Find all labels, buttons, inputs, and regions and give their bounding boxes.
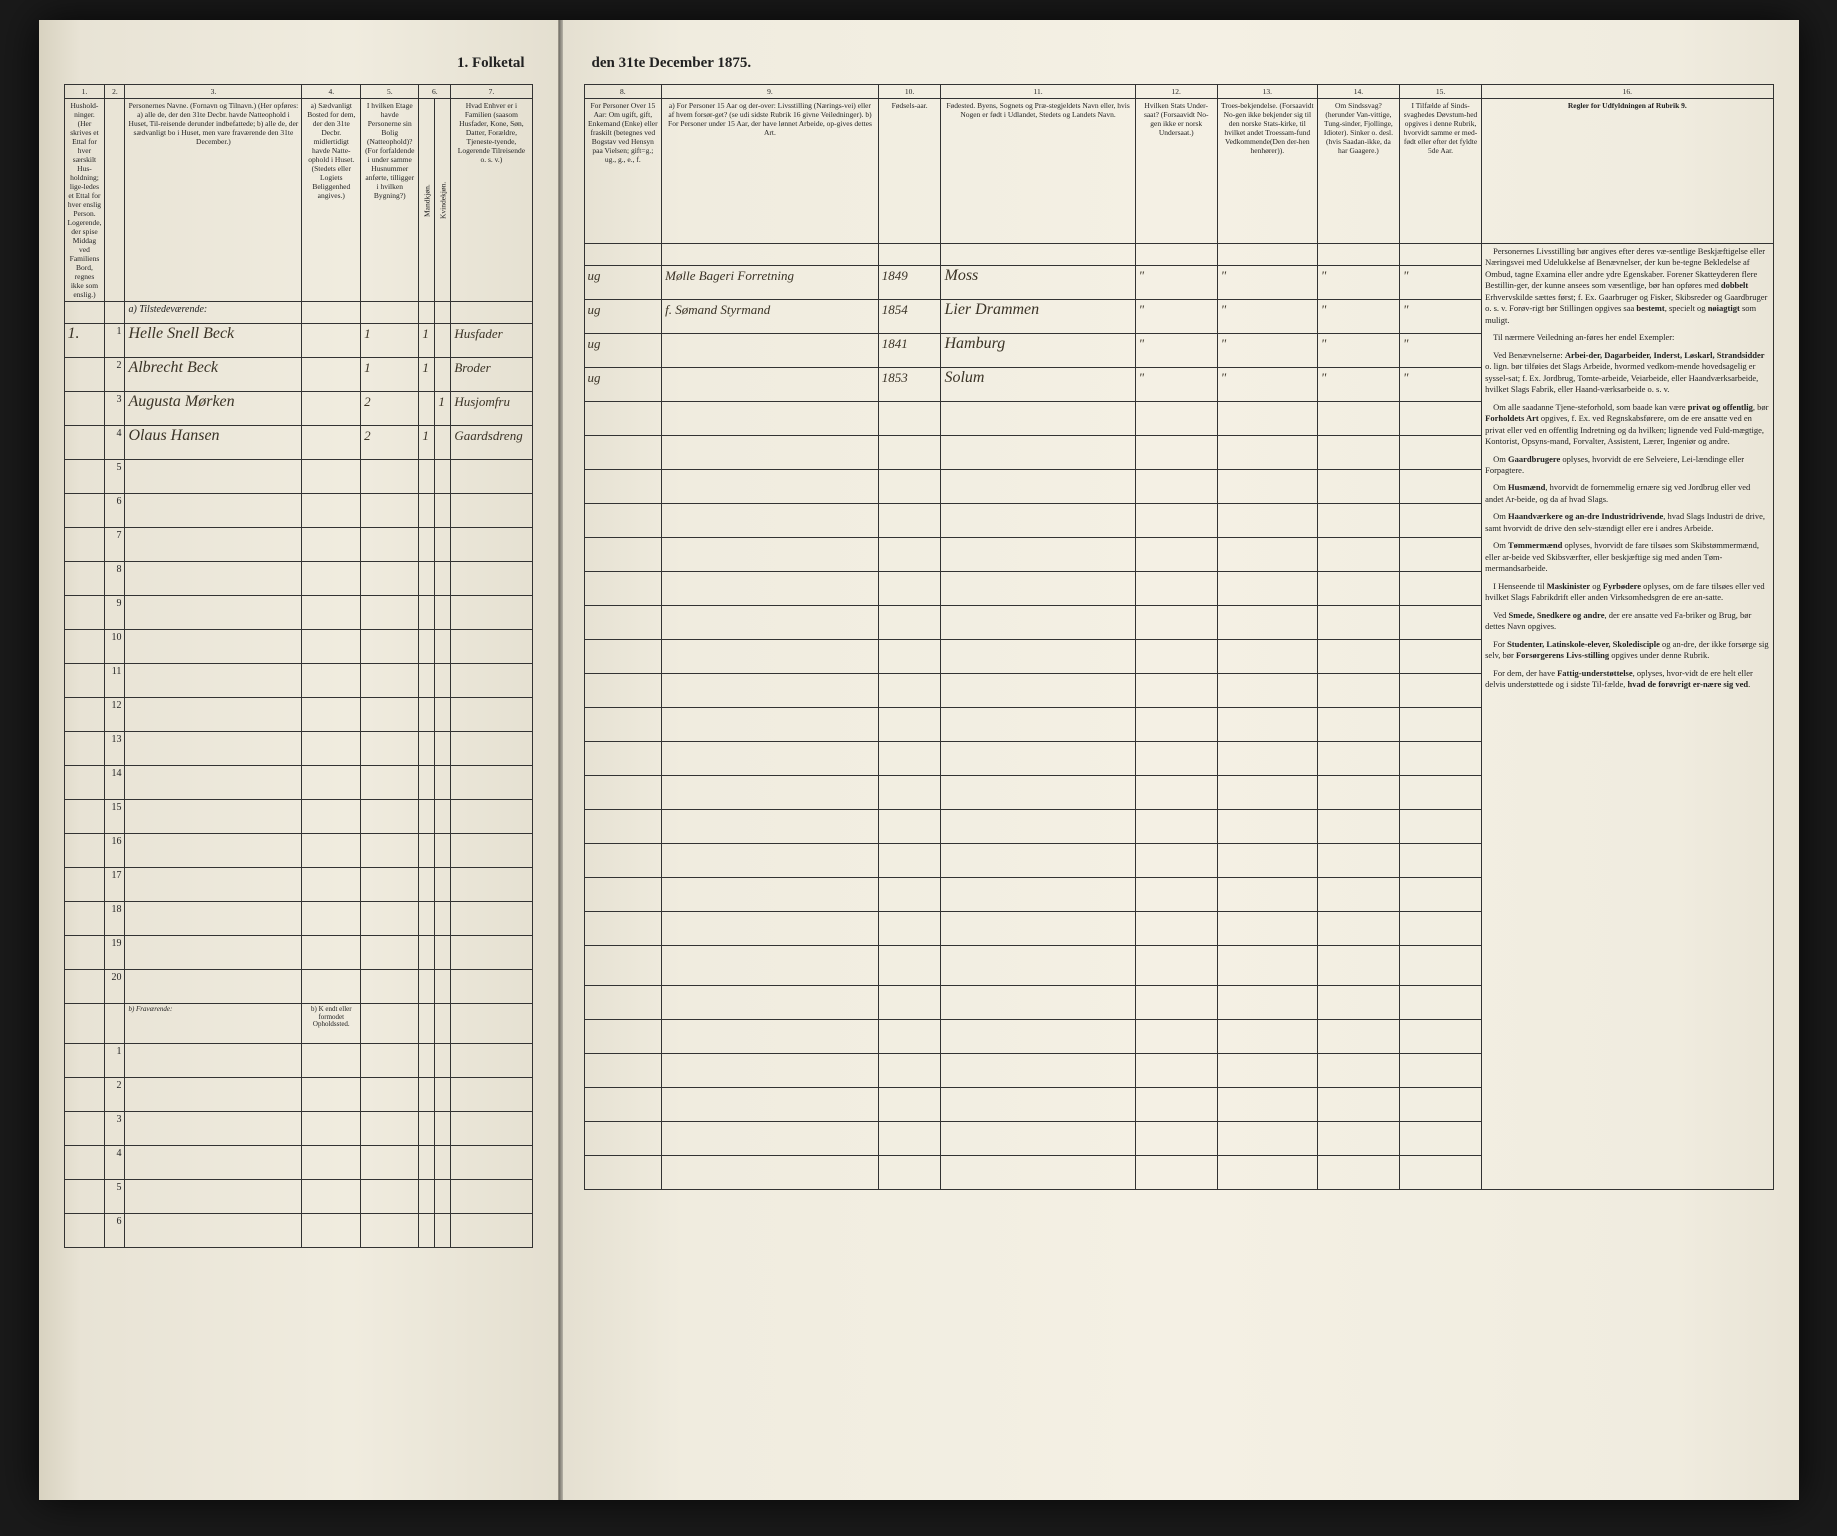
col-num-1: 1. <box>64 85 105 99</box>
cell-role: Husfader <box>451 324 532 358</box>
blank-row: 8 <box>64 562 532 596</box>
blank-row-b: 6 <box>64 1214 532 1248</box>
header-row-left: Hushold-ninger. (Her skrives et Ettal fo… <box>64 99 532 302</box>
ledger-table-left: 1. 2. 3. 4. 5. 6. 7. Hushold-ninger. (He… <box>64 84 533 1248</box>
blank-row: 6 <box>64 494 532 528</box>
col-num-9: 9. <box>662 85 879 99</box>
blank-row: 18 <box>64 902 532 936</box>
page-title-right: den 31te December 1875. <box>584 55 1774 72</box>
col-number-row: 1. 2. 3. 4. 5. 6. 7. <box>64 85 532 99</box>
header-3: Personernes Navne. (Fornavn og Tilnavn.)… <box>125 99 302 302</box>
blank-row-b: 2 <box>64 1078 532 1112</box>
header-14: Om Sindssvag? (herunder Van-vittige, Tun… <box>1317 99 1399 244</box>
entry-row: 4 Olaus Hansen 2 1 Gaardsdreng <box>64 426 532 460</box>
section-a-row-right: Personernes Livsstilling bør angives eft… <box>584 244 1773 266</box>
col-num-13: 13. <box>1217 85 1317 99</box>
col-num-3: 3. <box>125 85 302 99</box>
cell-female <box>435 324 451 358</box>
blank-row: 16 <box>64 834 532 868</box>
cell-occupation: Mølle Bageri Forretning <box>662 266 879 300</box>
cell-c4 <box>302 324 361 358</box>
entry-row: 2 Albrecht Beck 1 1 Broder <box>64 358 532 392</box>
blank-row: 9 <box>64 596 532 630</box>
col-number-row-right: 8. 9. 10. 11. 12. 13. 14. 15. 16. <box>584 85 1773 99</box>
blank-row: 13 <box>64 732 532 766</box>
rules-text: Personernes Livsstilling bør angives eft… <box>1482 244 1773 1190</box>
book-spine <box>559 20 563 1500</box>
blank-row: 12 <box>64 698 532 732</box>
page-title-left: 1. Folketal <box>64 55 533 72</box>
cell-rownum: 1 <box>105 324 125 358</box>
blank-row: 15 <box>64 800 532 834</box>
blank-row: 14 <box>64 766 532 800</box>
header-10: Fødsels-aar. <box>878 99 941 244</box>
col-num-12: 12. <box>1135 85 1217 99</box>
col-num-8: 8. <box>584 85 662 99</box>
col-num-11: 11. <box>941 85 1135 99</box>
col-num-2: 2. <box>105 85 125 99</box>
section-b-col4: b) K endt eller formodet Opholdssted. <box>302 1004 361 1044</box>
blank-row-b: 3 <box>64 1112 532 1146</box>
blank-row-b: 1 <box>64 1044 532 1078</box>
blank-row: 5 <box>64 460 532 494</box>
cell-household: 1. <box>64 324 105 358</box>
blank-row-b: 4 <box>64 1146 532 1180</box>
header-13: Troes-bekjendelse. (Forsaavidt No-gen ik… <box>1217 99 1317 244</box>
right-page: den 31te December 1875. 8. 9. 10. 11. 12… <box>559 20 1799 1500</box>
col-num-6: 6. <box>419 85 451 99</box>
blank-row: 17 <box>64 868 532 902</box>
census-book: 1. Folketal 1. 2. 3. 4. 5. 6. 7. Hushold… <box>39 20 1799 1500</box>
entry-row: 1. 1 Helle Snell Beck 1 1 Husfader <box>64 324 532 358</box>
cell-year: 1849 <box>878 266 941 300</box>
cell-male: 1 <box>419 324 435 358</box>
header-5: I hvilken Etage havde Personerne sin Bol… <box>361 99 419 302</box>
section-a-label: a) Tilstedeværende: <box>125 302 302 324</box>
col-num-16: 16. <box>1482 85 1773 99</box>
cell-name: Helle Snell Beck <box>125 324 302 358</box>
header-2 <box>105 99 125 302</box>
header-6a: Mandkjøn. <box>419 99 435 302</box>
header-8: For Personer Over 15 Aar: Om ugift, gift… <box>584 99 662 244</box>
col-num-15: 15. <box>1399 85 1481 99</box>
cell-c5: 1 <box>361 324 419 358</box>
header-6b: Kvindekjøn. <box>435 99 451 302</box>
col-num-10: 10. <box>878 85 941 99</box>
ledger-table-right: 8. 9. 10. 11. 12. 13. 14. 15. 16. For Pe… <box>584 84 1774 1190</box>
left-page: 1. Folketal 1. 2. 3. 4. 5. 6. 7. Hushold… <box>39 20 559 1500</box>
header-4: a) Sædvanligt Bosted for dem, der den 31… <box>302 99 361 302</box>
blank-row: 7 <box>64 528 532 562</box>
cell-birthplace: Moss <box>941 266 1135 300</box>
header-row-right: For Personer Over 15 Aar: Om ugift, gift… <box>584 99 1773 244</box>
header-12: Hvilken Stats Under-saat? (Forsaavidt No… <box>1135 99 1217 244</box>
blank-row-b: 5 <box>64 1180 532 1214</box>
blank-row: 11 <box>64 664 532 698</box>
col-num-14: 14. <box>1317 85 1399 99</box>
header-11: Fødested. Byens, Sognets og Præ-stegjeld… <box>941 99 1135 244</box>
section-b-row: b) Fraværende: b) K endt eller formodet … <box>64 1004 532 1044</box>
col-num-7: 7. <box>451 85 532 99</box>
header-16: Regler for Udfyldningen af Rubrik 9. <box>1482 99 1773 244</box>
entry-row: 3 Augusta Mørken 2 1 Husjomfru <box>64 392 532 426</box>
header-7: Hvad Enhver er i Familien (saasom Husfad… <box>451 99 532 302</box>
cell-status: ug <box>584 266 662 300</box>
header-9: a) For Personer 15 Aar og der-over: Livs… <box>662 99 879 244</box>
col-num-4: 4. <box>302 85 361 99</box>
header-15: I Tilfælde af Sinds-svaghedes Døvstum-he… <box>1399 99 1481 244</box>
blank-row: 10 <box>64 630 532 664</box>
col-num-5: 5. <box>361 85 419 99</box>
blank-row: 20 <box>64 970 532 1004</box>
section-b-label: b) Fraværende: <box>125 1004 302 1044</box>
blank-row: 19 <box>64 936 532 970</box>
header-1: Hushold-ninger. (Her skrives et Ettal fo… <box>64 99 105 302</box>
section-a-row: a) Tilstedeværende: <box>64 302 532 324</box>
